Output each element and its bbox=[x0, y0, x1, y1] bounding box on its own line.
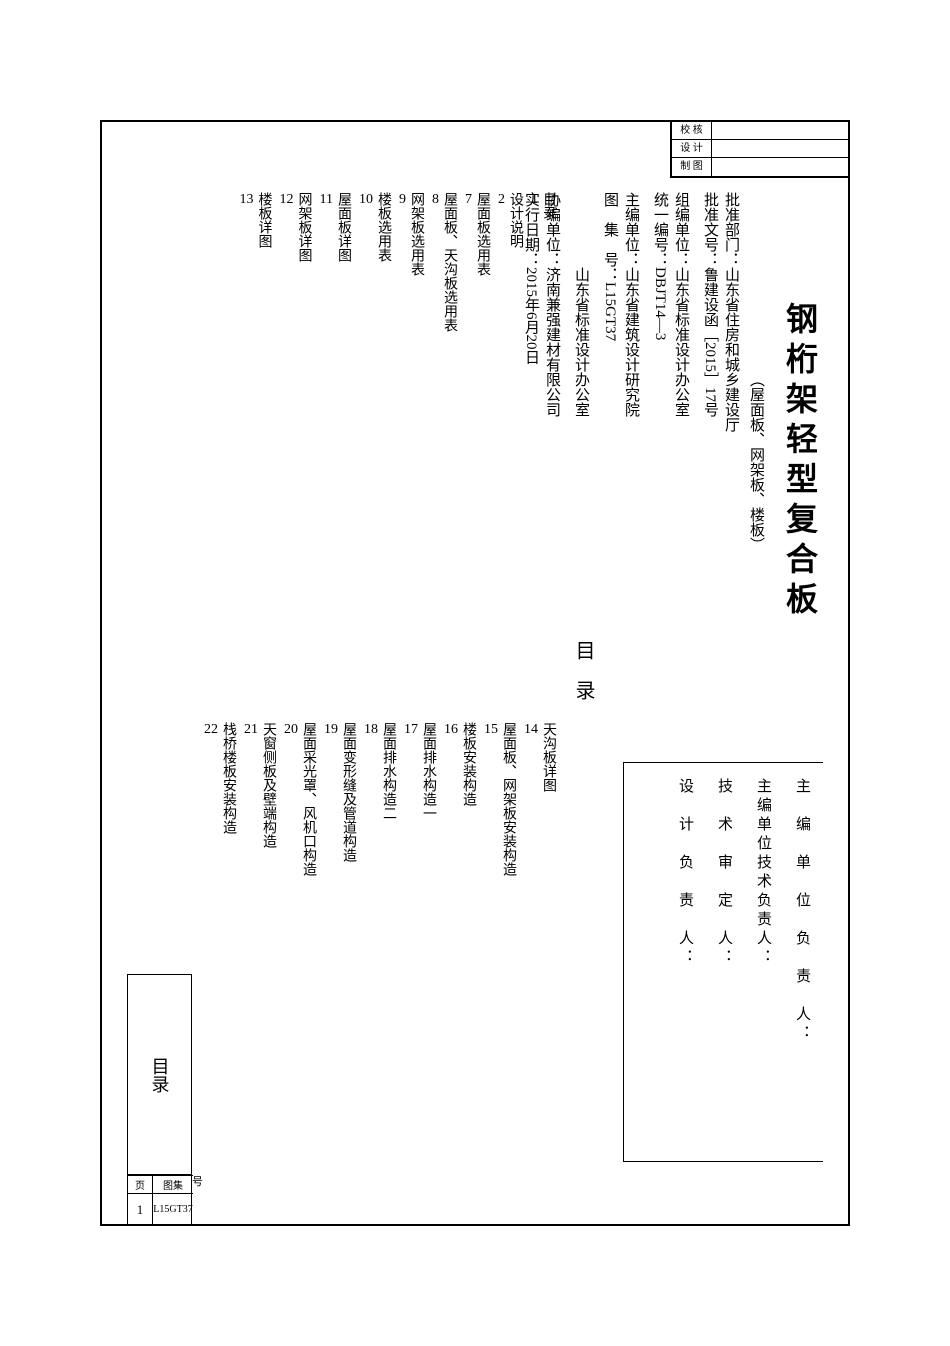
hao-suffix: 号 bbox=[192, 1173, 203, 1189]
main-label: 主编单位： bbox=[623, 192, 639, 267]
toc-entry-page: 22 bbox=[204, 722, 218, 1182]
toc-entry-page: 12 bbox=[280, 192, 294, 662]
dept-val: 山东省住房和城乡建设厅 bbox=[723, 267, 739, 432]
toc-entry: 目录1 bbox=[531, 192, 558, 662]
page-header: 页 bbox=[128, 1175, 153, 1193]
subtitle: （屋面板、网架板、楼板） bbox=[746, 192, 767, 732]
atlas-val: L15GT37 bbox=[602, 282, 618, 341]
approval-check-label: 校 核 bbox=[672, 122, 712, 139]
toc-entry: 屋面板、网架板安装构造15 bbox=[484, 722, 518, 1182]
toc-entry: 网架板详图12 bbox=[280, 192, 314, 662]
unicode-label: 统一编号： bbox=[652, 192, 668, 267]
org-val: 山东省标准设计办公室 bbox=[673, 267, 689, 417]
toc-entry-page: 16 bbox=[444, 722, 458, 1182]
toc-entry: 屋面变形缝及管道构造19 bbox=[324, 722, 358, 1182]
approval-draw-label: 制 图 bbox=[672, 158, 712, 176]
toc-entry-page: 21 bbox=[244, 722, 258, 1182]
toc-entry-label: 屋面板、网架板安装构造 bbox=[498, 722, 518, 1182]
toc-entry-page: 11 bbox=[320, 192, 333, 662]
toc-entry-label: 设计说明 bbox=[505, 192, 525, 662]
approval-draw-val bbox=[712, 158, 848, 176]
main-val2: 山东省标准设计办公室 bbox=[573, 267, 589, 417]
toc-entry-label: 天沟板详图 bbox=[538, 722, 558, 1182]
toc-entry-label: 屋面排水构造二 bbox=[378, 722, 398, 1182]
toc-entry-page: 10 bbox=[359, 192, 373, 662]
atlas-number: L15GT37 bbox=[153, 1193, 193, 1225]
toc-column-1: 目录1设计说明2屋面板选用表7屋面板、天沟板选用表8网架板选用表9楼板选用表10… bbox=[234, 192, 558, 662]
toc-entry-label: 网架板详图 bbox=[294, 192, 314, 662]
sig-head: 主 编 单 位 负 责 人： bbox=[792, 778, 813, 1146]
toc-heading: 目录 bbox=[568, 640, 598, 760]
sig-tech-head: 主编单位技术负责人： bbox=[753, 778, 774, 1146]
toc-entry: 天沟板详图14 bbox=[524, 722, 558, 1182]
toc-entry: 屋面板、天沟板选用表8 bbox=[432, 192, 459, 662]
title-block: 钢桁架轻型复合板 （屋面板、网架板、楼板） 批准部门：山东省住房和城乡建设厅 批… bbox=[623, 192, 823, 732]
toc-entry-label: 屋面排水构造一 bbox=[418, 722, 438, 1182]
toc-entry-label: 屋面板详图 bbox=[333, 192, 353, 662]
toc-entry: 楼板详图13 bbox=[240, 192, 274, 662]
approval-design-val bbox=[712, 140, 848, 157]
toc-entry-label: 楼板安装构造 bbox=[458, 722, 478, 1182]
toc-entry: 屋面排水构造二18 bbox=[364, 722, 398, 1182]
toc-entry-label: 楼板详图 bbox=[254, 192, 274, 662]
dept-label: 批准部门： bbox=[723, 192, 739, 267]
atlas-header: 图集 bbox=[153, 1175, 193, 1193]
toc-entry-label: 目录 bbox=[538, 192, 558, 662]
toc-entry: 屋面排水构造一17 bbox=[404, 722, 438, 1182]
toc-entry-page: 18 bbox=[364, 722, 378, 1182]
toc-entry-label: 屋面变形缝及管道构造 bbox=[338, 722, 358, 1182]
toc-entry: 设计说明2 bbox=[498, 192, 525, 662]
unicode-val: DBJT14—3 bbox=[652, 267, 668, 340]
toc-entry-label: 屋面板选用表 bbox=[472, 192, 492, 662]
toc-entry: 楼板选用表10 bbox=[359, 192, 393, 662]
main-title: 钢桁架轻型复合板 bbox=[777, 192, 823, 732]
toc-entry-page: 1 bbox=[531, 192, 538, 662]
toc-column-2: 天沟板详图14屋面板、网架板安装构造15楼板安装构造16屋面排水构造一17屋面排… bbox=[198, 722, 558, 1182]
toc-entry: 屋面板详图11 bbox=[320, 192, 353, 662]
footer-page-grid: 页 图集 1 L15GT37 bbox=[128, 1175, 191, 1225]
toc-entry-label: 屋面板、天沟板选用表 bbox=[439, 192, 459, 662]
toc-entry-label: 屋面采光罩、风机口构造 bbox=[298, 722, 318, 1182]
toc-entry-page: 13 bbox=[240, 192, 254, 662]
toc-entry-page: 2 bbox=[498, 192, 505, 662]
toc-entry-page: 7 bbox=[465, 192, 472, 662]
toc-entry-label: 栈桥楼板安装构造 bbox=[218, 722, 238, 1182]
toc-entry-label: 网架板选用表 bbox=[406, 192, 426, 662]
doc-val: 鲁建设函［2015］17号 bbox=[702, 267, 718, 417]
toc-entry: 屋面板选用表7 bbox=[465, 192, 492, 662]
toc-entry: 栈桥楼板安装构造22 bbox=[204, 722, 238, 1182]
sig-tech-approve: 技 术 审 定 人： bbox=[714, 778, 735, 1146]
toc-entry: 屋面采光罩、风机口构造20 bbox=[284, 722, 318, 1182]
toc-entry: 网架板选用表9 bbox=[399, 192, 426, 662]
toc-entry-page: 17 bbox=[404, 722, 418, 1182]
atlas-label: 图 集 号： bbox=[602, 192, 618, 282]
approval-box: 校 核 设 计 制 图 bbox=[670, 120, 850, 178]
footer-block: 目录 页 图集 1 L15GT37 bbox=[127, 974, 192, 1226]
page-number: 1 bbox=[128, 1193, 153, 1225]
footer-section-label: 目录 bbox=[128, 975, 191, 1175]
toc-entry-page: 20 bbox=[284, 722, 298, 1182]
toc-entry-page: 9 bbox=[399, 192, 406, 662]
inner-content: 钢桁架轻型复合板 （屋面板、网架板、楼板） 批准部门：山东省住房和城乡建设厅 批… bbox=[127, 192, 823, 1199]
approval-design-label: 设 计 bbox=[672, 140, 712, 157]
toc-entry-page: 8 bbox=[432, 192, 439, 662]
approval-check-val bbox=[712, 122, 848, 139]
toc-entry-page: 15 bbox=[484, 722, 498, 1182]
toc-entry: 楼板安装构造16 bbox=[444, 722, 478, 1182]
toc-entry: 天窗侧板及壁端构造21 bbox=[244, 722, 278, 1182]
drawing-frame: 校 核 设 计 制 图 钢桁架轻型复合板 （屋面板、网架板、楼板） 批准部门：山… bbox=[100, 120, 850, 1226]
toc-entry-page: 19 bbox=[324, 722, 338, 1182]
org-label: 组编单位： bbox=[673, 192, 689, 267]
toc-entry-page: 14 bbox=[524, 722, 538, 1182]
sig-design-lead: 设 计 负 责 人： bbox=[675, 778, 696, 1146]
main-val1: 山东省建筑设计研究院 bbox=[623, 267, 639, 417]
toc-entry-label: 楼板选用表 bbox=[373, 192, 393, 662]
doc-label: 批准文号： bbox=[702, 192, 718, 267]
toc-entry-label: 天窗侧板及壁端构造 bbox=[258, 722, 278, 1182]
signature-block: 主 编 单 位 负 责 人： 主编单位技术负责人： 技 术 审 定 人： 设 计… bbox=[623, 762, 823, 1162]
